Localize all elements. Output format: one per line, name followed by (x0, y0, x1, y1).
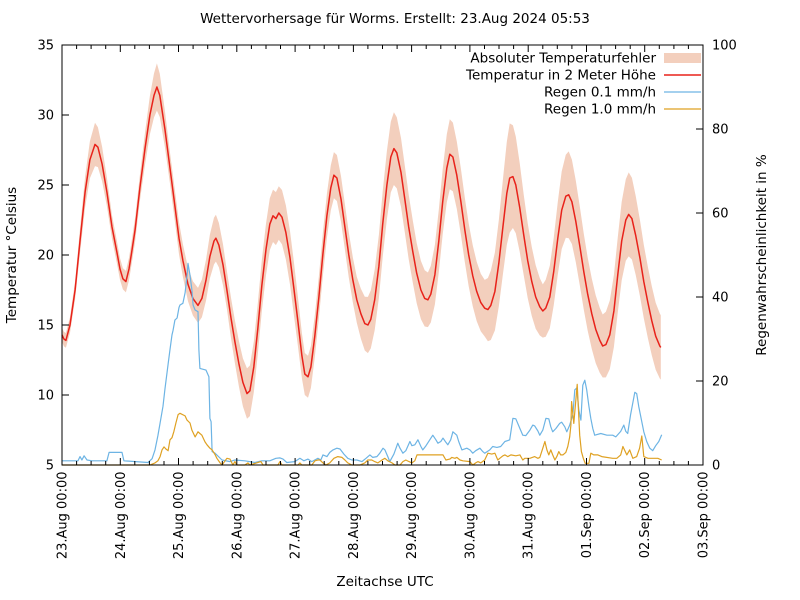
legend-label-temperature-line: Temperatur in 2 Meter Höhe (465, 68, 656, 84)
y-right-tick-label: 40 (712, 291, 729, 306)
x-tick-label: 29.Aug 00:00 (405, 472, 420, 560)
y-right-tick-label: 100 (712, 39, 737, 54)
legend-label-rain-0-1-line: Regen 0.1 mm/h (544, 85, 656, 101)
legend-swatch-temperature-error-band (664, 53, 701, 63)
y-axis-label-right: Regenwahrscheinlichkeit in % (754, 154, 770, 356)
y-left-tick-label: 30 (37, 109, 54, 124)
y-axis-label-left: Temperatur °Celsius (4, 187, 20, 324)
y-left-tick-label: 15 (37, 319, 54, 334)
axes: 23.Aug 00:00 24.Aug 00:00 25.Aug 00:00 26.A… (37, 39, 736, 560)
temperature-error-band (62, 63, 661, 419)
x-tick-label: 23.Aug 00:00 (56, 472, 71, 560)
x-tick-label: 31.Aug 00:00 (522, 472, 537, 560)
x-tick-label: 02.Sep 00:00 (638, 472, 653, 559)
x-tick-label: 24.Aug 00:00 (114, 472, 129, 560)
x-tick-label: 01.Sep 00:00 (580, 472, 595, 559)
y-left-tick-label: 25 (37, 179, 54, 194)
temperature-error-band (62, 63, 661, 419)
temperature-line (61, 86, 662, 395)
x-tick-label: 26.Aug 00:00 (230, 472, 245, 560)
x-tick-label: 27.Aug 00:00 (289, 472, 304, 560)
y-right-tick-label: 20 (712, 375, 729, 390)
y-left-tick-label: 35 (37, 39, 54, 54)
y-left-tick-label: 10 (37, 389, 54, 404)
legend-label-temperature-error-band: Absoluter Temperaturfehler (470, 51, 656, 67)
x-tick-label: 30.Aug 00:00 (463, 472, 478, 560)
x-tick-label: 28.Aug 00:00 (347, 472, 362, 560)
y-right-tick-label: 80 (712, 123, 729, 138)
x-tick-label: 25.Aug 00:00 (172, 472, 187, 560)
x-axis-label: Zeitachse UTC (336, 574, 433, 590)
legend-label-rain-1-0-line: Regen 1.0 mm/h (544, 102, 656, 118)
y-left-tick-label: 20 (37, 249, 54, 264)
y-right-tick-label: 60 (712, 207, 729, 222)
x-tick-label: 03.Sep 00:00 (697, 472, 712, 559)
y-left-tick-label: 5 (46, 459, 54, 474)
chart-title: Wettervorhersage für Worms. Erstellt: 23… (200, 11, 590, 27)
y-right-tick-label: 0 (712, 459, 720, 474)
rain-1-0-line (62, 383, 662, 466)
data-lines (61, 86, 663, 466)
